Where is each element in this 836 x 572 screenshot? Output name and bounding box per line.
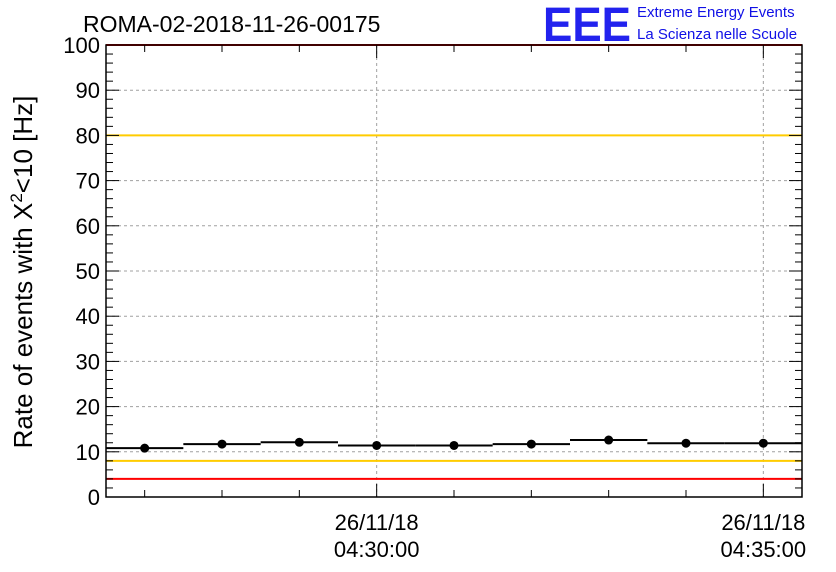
y-axis-label: Rate of events with X2<10 [Hz] (7, 96, 38, 449)
y-tick-label: 30 (76, 349, 100, 374)
data-point (449, 440, 459, 450)
logo-line1: Extreme Energy Events (637, 4, 795, 21)
data-point (217, 439, 227, 449)
grid-lines (106, 45, 802, 497)
chart-title: ROMA-02-2018-11-26-00175 (83, 11, 380, 37)
data-point (372, 440, 382, 450)
y-tick-label: 50 (76, 259, 100, 284)
y-tick-label: 40 (76, 304, 100, 329)
y-tick-label: 100 (63, 33, 100, 58)
x-tick-label-time: 04:35:00 (721, 537, 807, 562)
data-point (758, 438, 768, 448)
x-tick-label-date: 26/11/18 (721, 510, 805, 535)
data-points (106, 435, 802, 453)
data-point (604, 435, 614, 445)
y-tick-label: 60 (76, 214, 100, 239)
y-tick-label: 10 (76, 440, 100, 465)
y-tick-label: 80 (76, 123, 100, 148)
y-axis-label-main: Rate of events with X (8, 203, 38, 449)
y-tick-label: 0 (88, 485, 100, 510)
y-tick-label: 90 (76, 78, 100, 103)
y-axis-label-sup: 2 (7, 193, 26, 202)
data-point (294, 437, 304, 447)
logo-line2: La Scienza nelle Scuole (637, 26, 797, 43)
logo-mark: EEE (543, 0, 631, 52)
y-axis-label-rest: <10 [Hz] (8, 96, 38, 194)
y-tick-label: 70 (76, 169, 100, 194)
y-tick-label: 20 (76, 395, 100, 420)
x-tick-label-time: 04:30:00 (334, 537, 420, 562)
eee-logo: EEE Extreme Energy Events La Scienza nel… (543, 0, 797, 52)
data-point (140, 443, 150, 453)
axes: 010203040506070809010026/11/1804:30:0026… (63, 33, 806, 562)
data-point (681, 438, 691, 448)
reference-lines (106, 44, 802, 480)
data-point (526, 439, 536, 449)
x-tick-label-date: 26/11/18 (335, 510, 419, 535)
